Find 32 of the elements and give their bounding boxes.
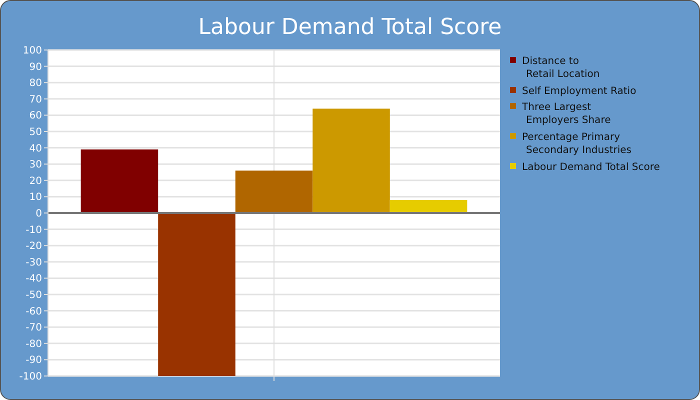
y-tick-label: -30 (26, 257, 42, 268)
y-tick-label: -40 (26, 274, 42, 285)
y-tick-label: -90 (26, 355, 42, 366)
y-tick-label: 70 (29, 94, 42, 106)
y-tick-label: -100 (19, 372, 42, 382)
y-tick-label: -20 (26, 241, 42, 252)
y-tick-label: 50 (29, 127, 42, 138)
bar (80, 149, 158, 213)
y-tick-label: -60 (26, 306, 42, 318)
bar (390, 200, 468, 213)
y-tick-label: -80 (26, 338, 42, 350)
y-tick-label: 10 (29, 192, 42, 204)
y-tick-label: -70 (26, 322, 42, 334)
y-tick-label: 30 (29, 160, 42, 171)
legend-label: Self Employment Ratio (522, 86, 636, 97)
legend-label: Three Largest Employers Share (521, 102, 611, 126)
y-tick-label: -10 (26, 224, 42, 236)
y-tick-label: -50 (26, 290, 42, 301)
bar (312, 108, 390, 213)
legend-label: Percentage Primary Secondary Industries (522, 132, 632, 156)
y-tick-label: 60 (29, 110, 42, 122)
bar (235, 170, 313, 213)
y-tick-label: 0 (36, 208, 42, 220)
y-tick-label: 80 (29, 78, 42, 90)
y-tick-label: 40 (29, 143, 42, 154)
legend-label: Labour Demand Total Score (522, 162, 660, 173)
y-tick-label: 100 (22, 46, 42, 56)
chart-title: Labour Demand Total Score (198, 15, 502, 40)
y-tick-label: 90 (29, 62, 42, 73)
bar (158, 213, 236, 376)
y-tick-label: 20 (29, 176, 42, 187)
legend-label: Distance to Retail Location (522, 56, 600, 80)
